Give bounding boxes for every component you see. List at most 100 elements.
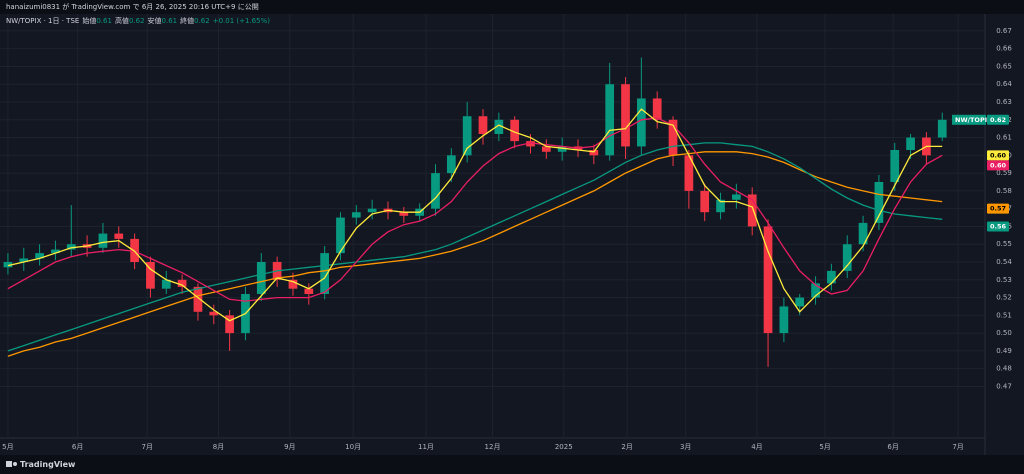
- y-tick-label: 0.51: [996, 311, 1012, 319]
- candle-body: [684, 155, 694, 191]
- legend-field-value: 0.62: [129, 17, 145, 25]
- y-tick-label: 0.49: [996, 347, 1012, 355]
- price-tag-label: 0.56: [990, 222, 1007, 230]
- candle-body: [937, 119, 947, 138]
- price-tag: [987, 160, 1009, 171]
- candle-body: [827, 270, 836, 284]
- candle-body: [510, 119, 520, 142]
- x-tick-label: 3月: [680, 443, 691, 451]
- candle-body: [3, 262, 13, 268]
- y-tick-label: 0.58: [996, 187, 1012, 195]
- candle-body: [320, 253, 329, 294]
- candle-body: [732, 194, 741, 200]
- price-tag: [987, 114, 1009, 125]
- y-tick-label: 0.67: [996, 27, 1012, 35]
- candle-body: [700, 190, 710, 213]
- legend-field-label: 始値: [82, 16, 96, 25]
- candle-body: [668, 119, 678, 156]
- candle-body: [130, 238, 139, 262]
- candle-body: [399, 212, 409, 216]
- price-tag-label: 0.60: [990, 151, 1007, 159]
- legend-field-value: 0.61: [96, 17, 112, 25]
- candle-body: [795, 297, 805, 307]
- y-tick-label: 0.54: [996, 258, 1012, 266]
- moving-average-line: [7, 108, 943, 322]
- candle-body: [858, 222, 868, 245]
- x-tick-label: 9月: [284, 443, 295, 451]
- candle-body: [304, 288, 314, 294]
- candle-body: [336, 217, 345, 254]
- y-tick-label: 0.52: [996, 294, 1012, 302]
- candle-body: [541, 146, 551, 152]
- legend-field-label: 終値: [180, 16, 194, 25]
- y-tick-label: 0.53: [996, 276, 1012, 284]
- candle-body: [478, 116, 488, 134]
- y-tick-label: 0.47: [996, 382, 1012, 390]
- x-tick-label: 12月: [485, 443, 501, 451]
- candle-body: [526, 141, 535, 147]
- y-tick-label: 0.65: [996, 62, 1012, 70]
- candle-body: [842, 244, 852, 271]
- candle-body: [716, 199, 725, 213]
- footer-bar: [0, 455, 1024, 474]
- candle-body: [193, 286, 203, 312]
- moving-average-line: [7, 142, 943, 352]
- candle-body: [225, 315, 234, 334]
- candle-body: [763, 226, 773, 334]
- x-tick-label: 2月: [621, 443, 632, 451]
- moving-average-line: [7, 117, 943, 302]
- candle-body: [351, 212, 361, 218]
- y-tick-label: 0.66: [996, 45, 1012, 53]
- y-tick-label: 0.55: [996, 240, 1012, 248]
- candle-body: [494, 119, 504, 134]
- x-tick-label: 11月: [418, 443, 434, 451]
- x-tick-label: 2025: [555, 443, 573, 451]
- candle-body: [779, 306, 789, 334]
- price-tag-label: 0.60: [990, 161, 1007, 169]
- candle-body: [367, 208, 377, 213]
- header-bar: [0, 0, 1024, 14]
- candle-body: [177, 279, 187, 287]
- price-tag: [987, 221, 1009, 232]
- price-tag-label: 0.62: [990, 116, 1006, 124]
- candle-body: [446, 155, 456, 174]
- chart-title: hanaizumi0831 が TradingView.com で 6月 26,…: [6, 2, 259, 11]
- x-tick-label: 5月: [819, 443, 830, 451]
- price-tag-label: 0.57: [990, 205, 1006, 213]
- y-tick-label: 0.63: [996, 98, 1012, 106]
- candle-body: [19, 258, 29, 262]
- candle-body: [51, 249, 60, 254]
- candle-body: [114, 233, 124, 239]
- legend: NW/TOPIX · 1日 · TSE 始値0.61 高値0.62 安値0.61 終値0…: [6, 16, 270, 25]
- x-tick-label: 5月: [2, 443, 13, 451]
- candle-body: [906, 137, 915, 150]
- candle-body: [462, 116, 472, 156]
- candle-body: [874, 182, 884, 223]
- candle-body: [256, 262, 266, 294]
- candle-body: [557, 146, 567, 152]
- symbol-tag-label: NW/TOPIX: [955, 116, 992, 124]
- price-tag: [987, 203, 1009, 214]
- price-tag: [987, 150, 1009, 161]
- candle-body: [431, 173, 440, 209]
- brand: TradingView: [20, 460, 76, 469]
- legend-title: NW/TOPIX · 1日 · TSE: [6, 17, 79, 25]
- candle-body: [589, 150, 599, 156]
- y-tick-label: 0.64: [996, 80, 1012, 88]
- x-tick-label: 10月: [345, 443, 361, 451]
- x-tick-label: 6月: [72, 443, 83, 451]
- moving-average-line: [7, 151, 943, 357]
- candle-body: [605, 84, 615, 156]
- candle-body: [890, 150, 900, 182]
- candle-body: [209, 311, 219, 316]
- legend-change: +0.01 (+1.65%): [213, 17, 271, 25]
- candle-body: [35, 253, 44, 259]
- legend-field-label: 高値: [115, 16, 129, 25]
- legend-field-label: 安値: [148, 16, 162, 25]
- x-tick-label: 6月: [887, 443, 898, 451]
- x-tick-label: 7月: [142, 443, 153, 451]
- candle-body: [747, 194, 757, 227]
- candle-body: [288, 279, 298, 289]
